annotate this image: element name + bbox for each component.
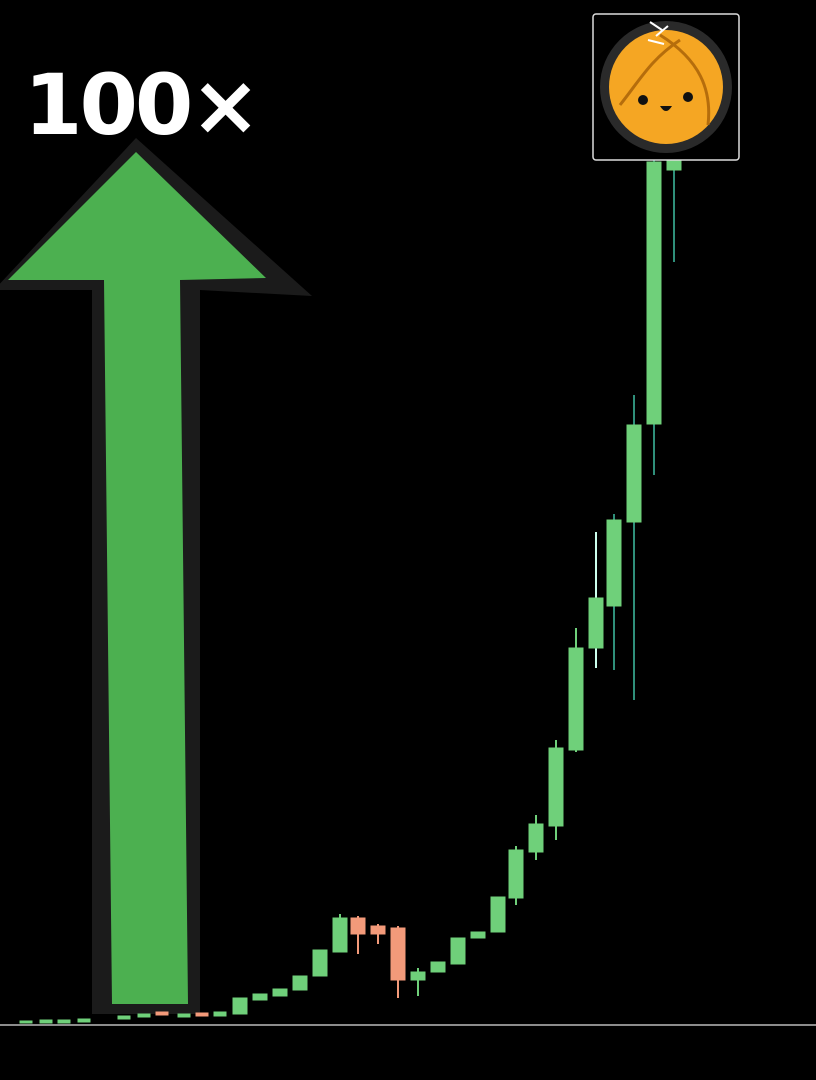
arrow: [8, 152, 266, 1004]
candle: [232, 997, 248, 1015]
candle: [332, 914, 348, 953]
candle: [450, 937, 466, 965]
candle: [272, 988, 288, 997]
candle: [470, 931, 486, 939]
candle: [390, 926, 406, 998]
headline: 100×: [24, 56, 258, 154]
candle: [626, 395, 642, 700]
candle: [370, 924, 386, 944]
candle: [19, 1011, 227, 1024]
candle: [430, 961, 446, 973]
candle: [548, 740, 564, 840]
candle: [292, 975, 308, 991]
candle: [490, 896, 506, 933]
candle: [155, 1011, 209, 1017]
candle: [606, 514, 622, 670]
candle: [528, 815, 544, 860]
candle: [646, 160, 662, 475]
candle: [588, 532, 604, 668]
candle: [568, 628, 584, 752]
candle: [508, 846, 524, 905]
candle: [312, 949, 328, 977]
candle: [252, 993, 268, 1001]
candle: [350, 916, 366, 954]
logo: [592, 13, 740, 161]
candles: [19, 149, 682, 1024]
candle: [410, 968, 426, 996]
